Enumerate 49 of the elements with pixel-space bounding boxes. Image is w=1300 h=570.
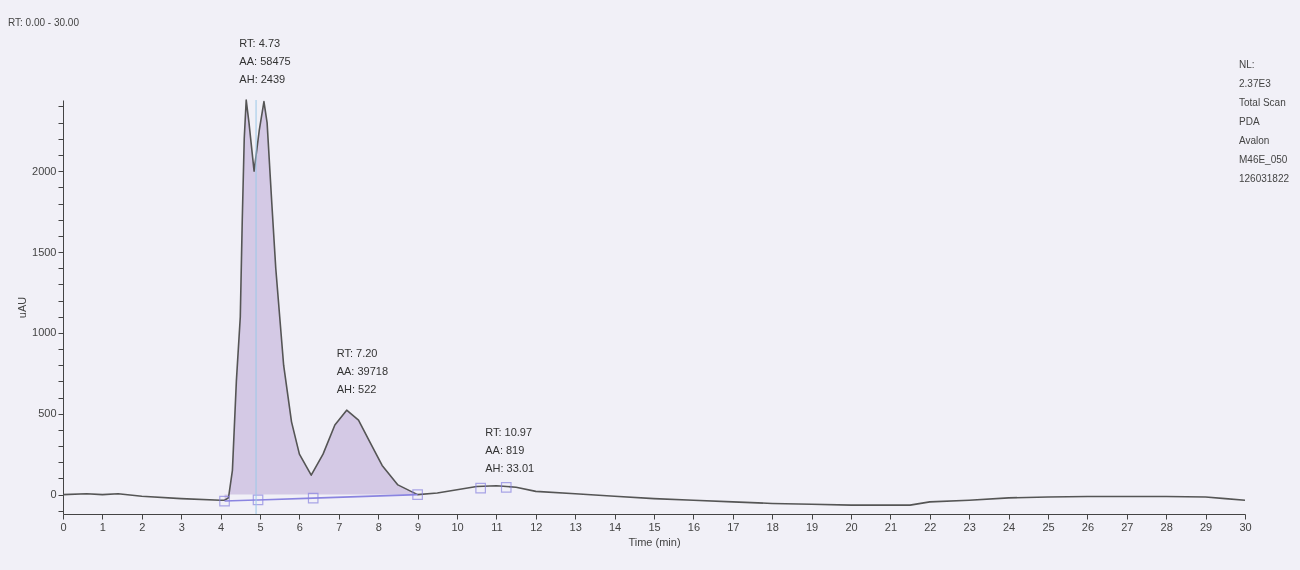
y-tick-label: 1500 bbox=[32, 245, 57, 258]
x-tick-label: 16 bbox=[687, 520, 701, 533]
text: RT: 0.00 - 30.00 bbox=[8, 17, 80, 28]
y-tick-label: 2000 bbox=[32, 164, 57, 177]
x-tick-label: 15 bbox=[648, 520, 661, 533]
x-tick-label: 1 bbox=[99, 520, 106, 533]
x-tick-label: 11 bbox=[491, 520, 503, 533]
x-tick-label: 30 bbox=[1239, 520, 1252, 533]
x-tick-label: 0 bbox=[60, 520, 67, 533]
x-tick-label: 6 bbox=[296, 520, 303, 533]
point bbox=[475, 482, 486, 494]
x-tick-label: 29 bbox=[1199, 520, 1213, 533]
y-tick-label: 1000 bbox=[32, 326, 57, 339]
x-tick-label: 3 bbox=[178, 520, 185, 533]
x-tick-label: 7 bbox=[336, 520, 343, 533]
x-tick-label: 13 bbox=[569, 520, 582, 533]
x-tick-label: 9 bbox=[415, 520, 422, 533]
y-tick-label: 500 bbox=[38, 407, 57, 420]
point bbox=[219, 495, 230, 507]
point bbox=[307, 492, 319, 504]
x-tick-label: 2 bbox=[139, 520, 146, 533]
annotation: RT: 10.97 AA: 819 AH: 33.01 bbox=[485, 426, 535, 475]
x-tick-label: 22 bbox=[924, 520, 937, 533]
annotation: NL: 2.37E3 Total Scan PDA Avalon M46E_050 126031822 bbox=[1239, 59, 1290, 184]
point bbox=[412, 489, 423, 500]
x-tick-label: 24 bbox=[1002, 520, 1016, 533]
annotation: RT: 4.73 AA: 58475 AH: 2439 bbox=[239, 37, 291, 86]
y-axis-title: uAU bbox=[16, 296, 29, 319]
x-tick-label: 17 bbox=[727, 520, 740, 533]
x-tick-label: 14 bbox=[608, 520, 622, 533]
x-tick-label: 8 bbox=[375, 520, 382, 533]
x-tick-label: 18 bbox=[766, 520, 779, 533]
x-tick-label: 26 bbox=[1081, 520, 1095, 533]
x-tick-label: 21 bbox=[884, 520, 898, 533]
point bbox=[500, 481, 512, 493]
x-tick-label: 12 bbox=[530, 520, 543, 533]
annotation: RT: 7.20 AA: 39718 AH: 522 bbox=[336, 347, 389, 396]
x-tick-label: 5 bbox=[257, 520, 264, 533]
x-tick-label: 28 bbox=[1160, 520, 1173, 533]
x-axis-title: Time (min) bbox=[628, 535, 681, 548]
x-tick-label: 20 bbox=[845, 520, 858, 533]
x-tick-label: 10 bbox=[451, 520, 464, 533]
x-tick-label: 25 bbox=[1042, 520, 1055, 533]
x-tick-label: 19 bbox=[805, 520, 819, 533]
point bbox=[252, 494, 264, 506]
y-tick-label: 0 bbox=[50, 488, 57, 501]
x-tick-label: 4 bbox=[218, 520, 225, 533]
x-tick-label: 27 bbox=[1121, 520, 1134, 533]
x-tick-label: 23 bbox=[963, 520, 976, 533]
